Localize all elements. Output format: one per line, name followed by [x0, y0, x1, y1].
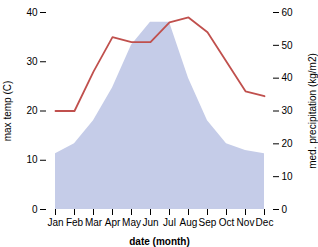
svg-text:0: 0 [282, 204, 288, 215]
svg-text:Mar: Mar [85, 217, 103, 228]
svg-text:20: 20 [26, 105, 38, 116]
svg-text:date (month): date (month) [129, 236, 190, 247]
svg-text:Aug: Aug [180, 217, 198, 228]
svg-text:20: 20 [282, 138, 294, 149]
svg-text:50: 50 [282, 40, 294, 51]
svg-text:60: 60 [282, 7, 294, 18]
svg-text:max temp (C): max temp (C) [2, 81, 13, 142]
svg-text:med. precipitation (kg/m2): med. precipitation (kg/m2) [307, 53, 318, 169]
svg-text:Sep: Sep [199, 217, 217, 228]
svg-text:Apr: Apr [105, 217, 121, 228]
svg-text:Nov: Nov [237, 217, 255, 228]
svg-text:30: 30 [26, 56, 38, 67]
svg-text:Dec: Dec [256, 217, 274, 228]
svg-text:40: 40 [282, 72, 294, 83]
svg-text:Feb: Feb [66, 217, 84, 228]
svg-text:Jul: Jul [163, 217, 176, 228]
svg-text:Oct: Oct [219, 217, 235, 228]
svg-text:May: May [122, 217, 141, 228]
svg-text:Jan: Jan [47, 217, 63, 228]
svg-text:Jun: Jun [142, 217, 158, 228]
svg-text:30: 30 [282, 105, 294, 116]
svg-text:10: 10 [282, 171, 294, 182]
svg-text:10: 10 [26, 154, 38, 165]
svg-text:0: 0 [32, 204, 38, 215]
svg-text:40: 40 [26, 7, 38, 18]
